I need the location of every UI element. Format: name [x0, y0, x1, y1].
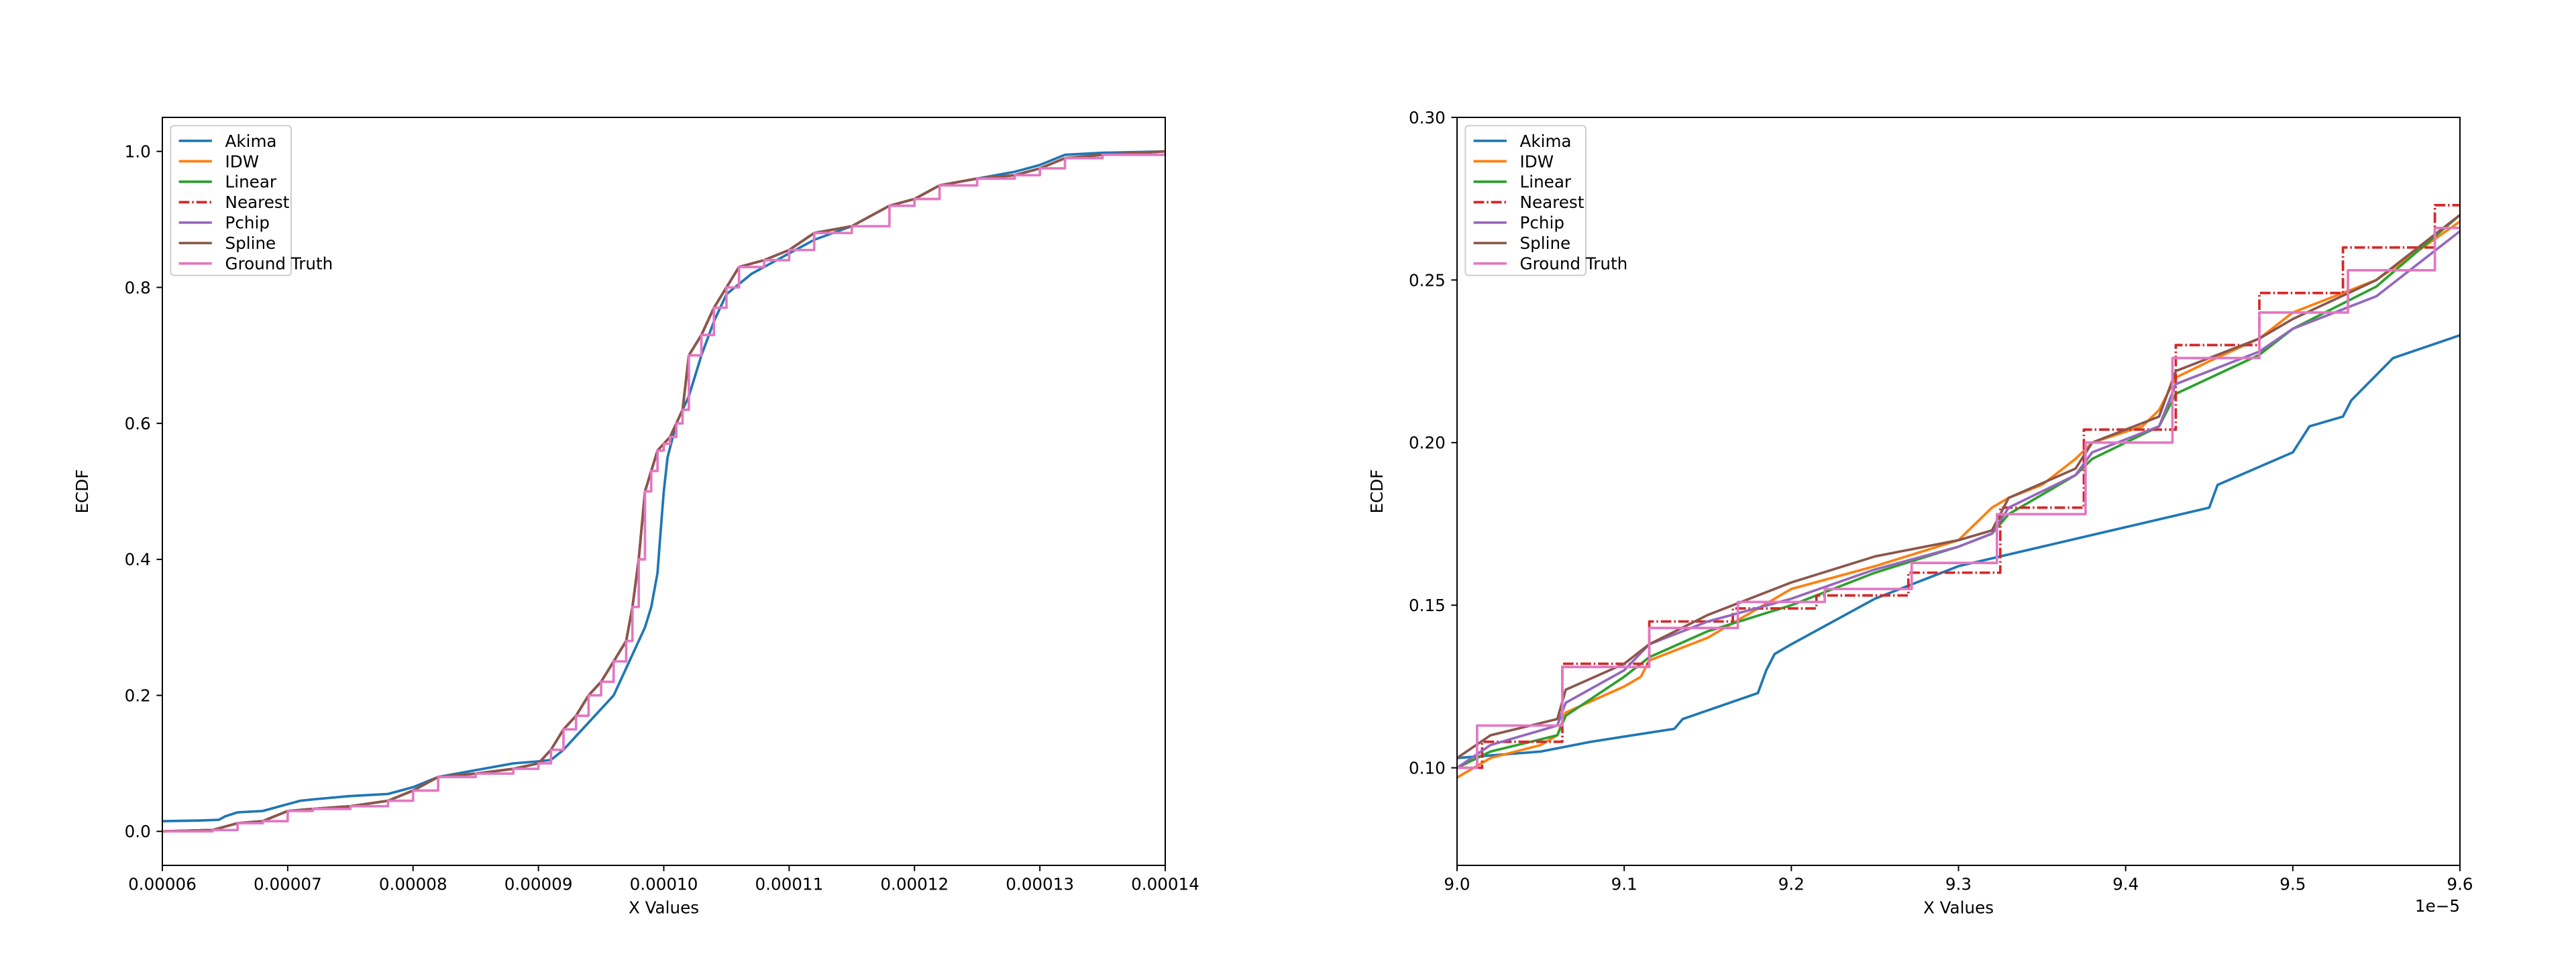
x-tick-label: 0.00012 [880, 874, 949, 894]
ecdf-panel-right: 9.0 9.1 9.2 9.3 9.4 9.5 9.6 0.10 0.15 0.20 0.25 0.3… [1367, 108, 2473, 918]
y-axis-label: ECDF [1367, 470, 1387, 514]
series-line-ground-truth [1457, 226, 2460, 769]
x-axis-label: X Values [629, 898, 699, 917]
legend-box [1464, 125, 1587, 276]
y-tick-label: 0.8 [125, 278, 151, 297]
ecdf-panel-left: 0.00006 0.00007 0.00008 0.00009 0.00010 0.000… [72, 117, 1199, 917]
y-tick-label: 0.6 [125, 414, 151, 433]
x-tick-label: 9.2 [1778, 874, 1805, 894]
series-line-ground-truth [162, 151, 1165, 833]
x-tick-label: 0.00006 [128, 874, 197, 894]
series-group [1457, 204, 2460, 779]
x-tick-label: 0.00009 [504, 874, 573, 894]
legend-label: Nearest [1520, 193, 1585, 212]
legend-label: Akima [1520, 131, 1572, 151]
legend-label: Linear [1520, 172, 1572, 192]
y-tick-label: 0.2 [125, 686, 151, 705]
y-tick-label: 0.15 [1409, 596, 1446, 615]
legend-label: Spline [225, 233, 276, 253]
series-line-akima [1457, 334, 2460, 759]
legend-label: Akima [225, 131, 277, 151]
x-tick-label: 9.0 [1444, 874, 1470, 894]
series-line-spline [1457, 213, 2460, 759]
legend-label: Nearest [225, 193, 290, 212]
y-tick-label: 0.0 [125, 822, 151, 841]
x-tick-label: 0.00011 [755, 874, 823, 894]
y-tick-label: 0.25 [1409, 270, 1446, 290]
legend-box [170, 125, 292, 276]
series-line-nearest [1457, 204, 2460, 769]
y-tick-label: 0.30 [1409, 108, 1446, 127]
legend-label: Pchip [225, 213, 270, 233]
legend-label: Linear [225, 172, 277, 192]
x-tick-label: 9.3 [1945, 874, 1972, 894]
legend-label: Pchip [1520, 213, 1564, 233]
x-offset-label: 1e−5 [2415, 896, 2460, 916]
x-tick-label: 0.00008 [379, 874, 447, 894]
legend-label: Ground Truth [1520, 254, 1628, 274]
x-tick-label: 0.00013 [1006, 874, 1074, 894]
x-tick-label: 9.6 [2447, 874, 2473, 894]
y-axis-label: ECDF [72, 470, 92, 514]
y-tick-label: 0.20 [1409, 433, 1446, 453]
y-tick-label: 1.0 [125, 142, 151, 162]
series-group [162, 150, 1165, 833]
y-tick-label: 0.10 [1409, 758, 1446, 777]
x-tick-label: 0.00010 [630, 874, 698, 894]
x-tick-label: 0.00007 [254, 874, 322, 894]
x-tick-label: 9.1 [1611, 874, 1638, 894]
legend-label: IDW [1520, 152, 1554, 171]
legend-label: Spline [1520, 233, 1571, 253]
legend-label: Ground Truth [225, 254, 333, 274]
x-tick-label: 0.00014 [1131, 874, 1199, 894]
x-tick-label: 9.5 [2279, 874, 2306, 894]
x-tick-label: 9.4 [2112, 874, 2139, 894]
x-axis-label: X Values [1923, 898, 1994, 917]
y-tick-label: 0.4 [125, 550, 151, 570]
legend-label: IDW [225, 152, 260, 171]
series-line-idw [1457, 220, 2460, 779]
